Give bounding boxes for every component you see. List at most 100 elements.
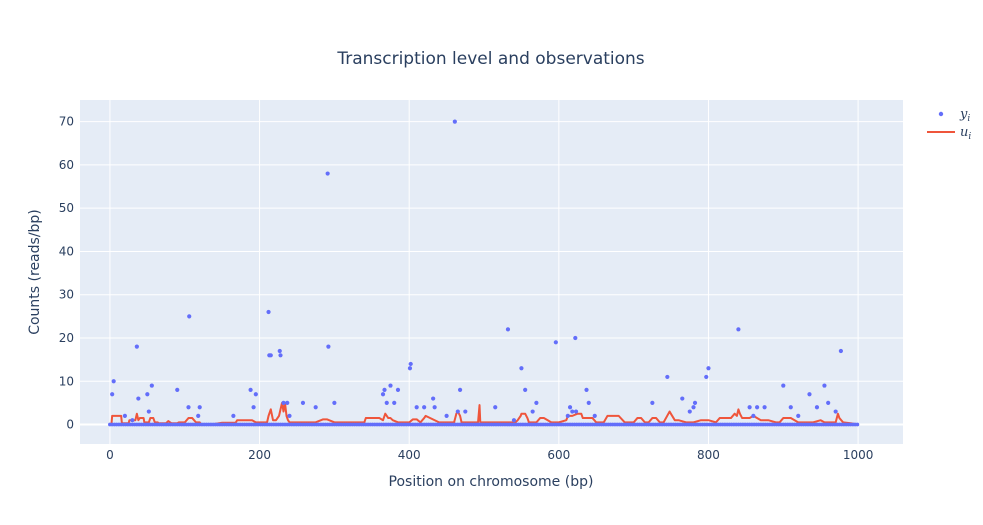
data-point [691, 405, 696, 410]
legend-item-u[interactable]: ui [927, 125, 971, 142]
data-point [747, 405, 752, 410]
y-tick-label: 60 [59, 158, 74, 172]
data-point [692, 400, 698, 405]
data-point [325, 171, 330, 176]
data-point [704, 374, 709, 380]
data-point [762, 405, 767, 410]
data-point [570, 409, 575, 414]
data-point [197, 405, 202, 410]
data-point [395, 387, 401, 393]
data-point [414, 405, 419, 410]
y-tick-label: 50 [59, 201, 74, 215]
data-point [573, 409, 579, 414]
data-point [650, 400, 655, 405]
y-tick-label: 20 [59, 331, 74, 345]
data-point [706, 366, 711, 371]
data-point [287, 413, 292, 418]
data-point [285, 400, 290, 405]
data-point [807, 392, 812, 397]
legend-item-y[interactable]: yi [938, 107, 971, 124]
data-point [253, 392, 258, 397]
x-gridlines [109, 100, 859, 444]
x-tick-labels: 0 200 400 600 800 1000 [106, 448, 873, 462]
data-point [584, 387, 589, 393]
data-point [444, 413, 449, 418]
data-point [565, 413, 570, 418]
y-axis-title: Counts (reads/bp) [27, 209, 43, 335]
data-point [680, 396, 685, 401]
data-point [534, 400, 539, 405]
data-point [553, 340, 558, 345]
data-point [838, 348, 844, 354]
y-tick-labels: 0 10 20 30 40 50 60 70 [59, 115, 74, 432]
data-point [130, 418, 135, 423]
x-tick-label: 800 [697, 448, 720, 462]
data-point [530, 409, 535, 414]
legend[interactable]: yi ui [927, 107, 971, 142]
legend-label-u: ui [960, 125, 971, 142]
data-point [248, 387, 253, 393]
data-point [392, 400, 397, 405]
data-point [110, 392, 115, 397]
data-point [687, 409, 692, 414]
data-point [586, 400, 591, 405]
data-point [781, 383, 786, 388]
data-point [149, 383, 154, 388]
data-point [452, 119, 457, 124]
data-point [266, 309, 271, 315]
data-point [146, 409, 151, 414]
data-point [751, 413, 756, 418]
data-point [277, 348, 282, 354]
data-point [505, 327, 511, 332]
data-point [833, 409, 838, 414]
y-tick-label: 0 [66, 418, 74, 432]
series-y-points [108, 119, 860, 427]
data-point [814, 405, 820, 410]
data-point [422, 405, 427, 410]
x-tick-label: 1000 [843, 448, 874, 462]
data-point [511, 418, 517, 423]
data-point [268, 353, 273, 358]
data-point [755, 405, 760, 410]
data-point [788, 405, 793, 410]
data-point [136, 396, 141, 401]
data-point [493, 405, 498, 410]
data-point [326, 344, 331, 349]
data-point [736, 327, 741, 332]
data-point [463, 409, 468, 414]
data-point [145, 392, 150, 397]
data-point [382, 387, 387, 393]
data-point [822, 383, 827, 388]
data-point [186, 405, 191, 410]
data-point [278, 353, 283, 358]
data-point [567, 405, 573, 410]
data-point-zero [855, 422, 860, 427]
data-point [313, 405, 318, 410]
data-point [380, 392, 386, 397]
data-point [408, 361, 413, 367]
data-point [196, 413, 201, 418]
plot-area[interactable] [80, 100, 903, 444]
data-point [332, 400, 337, 405]
series-u-line [109, 401, 859, 426]
data-point [281, 400, 286, 405]
data-point [111, 379, 116, 384]
data-point [187, 314, 192, 319]
y-tick-label: 40 [59, 244, 74, 258]
data-point [134, 344, 139, 349]
data-point [384, 400, 389, 405]
data-point [665, 374, 670, 380]
data-point [300, 400, 306, 405]
x-tick-label: 600 [547, 448, 570, 462]
data-point [231, 413, 236, 418]
data-point [432, 405, 437, 410]
data-point [592, 413, 597, 418]
legend-label-y: yi [959, 107, 970, 124]
data-point [523, 387, 528, 393]
data-point [251, 405, 256, 410]
data-point [457, 387, 463, 393]
data-point [175, 387, 180, 393]
data-point [122, 413, 127, 418]
data-point [796, 413, 801, 418]
